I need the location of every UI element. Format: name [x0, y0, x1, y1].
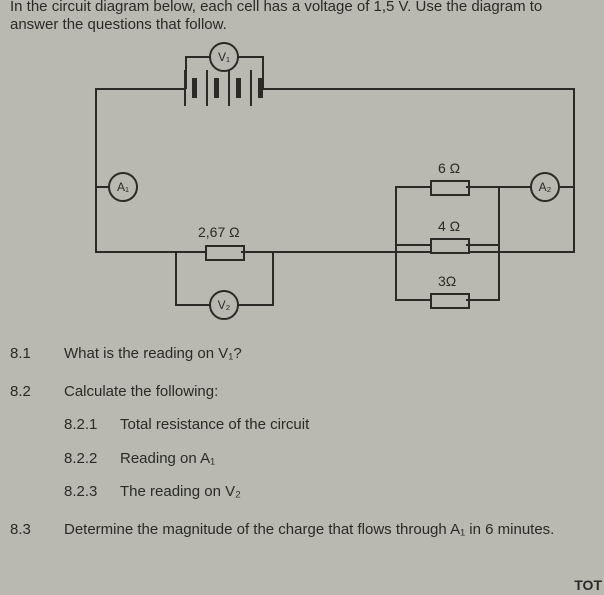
resistor-series	[205, 245, 245, 261]
question-8-2: 8.2 Calculate the following: 8.2.1 Total…	[10, 382, 598, 516]
resistor-6ohm	[430, 180, 470, 196]
question-text-span: Calculate the following:	[64, 383, 218, 400]
resistor-6ohm-label: 6 Ω	[438, 160, 460, 176]
subquestion-text: Reading on A₁	[120, 449, 215, 469]
question-8-1: 8.1 What is the reading on V₁?	[10, 344, 598, 364]
subquestion-number: 8.2.1	[64, 415, 120, 435]
resistor-4ohm-label: 4 Ω	[438, 218, 460, 234]
circuit-diagram: V₁ A₁ 2,67 Ω V₂ A₂ 6 Ω	[0, 0, 604, 330]
meter-a2: A₂	[530, 172, 560, 202]
resistor-4ohm	[430, 238, 470, 254]
resistor-3ohm-label: 3Ω	[438, 273, 456, 289]
question-number: 8.1	[10, 344, 64, 364]
questions: 8.1 What is the reading on V₁? 8.2 Calcu…	[10, 344, 598, 557]
page: In the circuit diagram below, each cell …	[0, 0, 604, 595]
subquestion-number: 8.2.2	[64, 449, 120, 469]
question-8-2-1: 8.2.1 Total resistance of the circuit	[64, 415, 598, 435]
question-8-2-2: 8.2.2 Reading on A₁	[64, 449, 598, 469]
meter-a1: A₁	[108, 172, 138, 202]
question-text: Calculate the following: 8.2.1 Total res…	[64, 382, 598, 516]
question-number: 8.3	[10, 520, 64, 540]
total-label: TOT	[574, 577, 602, 593]
subquestion-text: The reading on V₂	[120, 482, 241, 502]
question-text: Determine the magnitude of the charge th…	[64, 520, 598, 540]
battery	[184, 68, 270, 108]
resistor-3ohm	[430, 293, 470, 309]
meter-v1: V₁	[209, 42, 239, 72]
question-8-3: 8.3 Determine the magnitude of the charg…	[10, 520, 598, 540]
resistor-series-label: 2,67 Ω	[198, 224, 240, 240]
subquestion-number: 8.2.3	[64, 482, 120, 502]
question-text: What is the reading on V₁?	[64, 344, 598, 364]
subquestion-text: Total resistance of the circuit	[120, 415, 309, 435]
question-number: 8.2	[10, 382, 64, 516]
meter-v2: V₂	[209, 290, 239, 320]
question-8-2-3: 8.2.3 The reading on V₂	[64, 482, 598, 502]
